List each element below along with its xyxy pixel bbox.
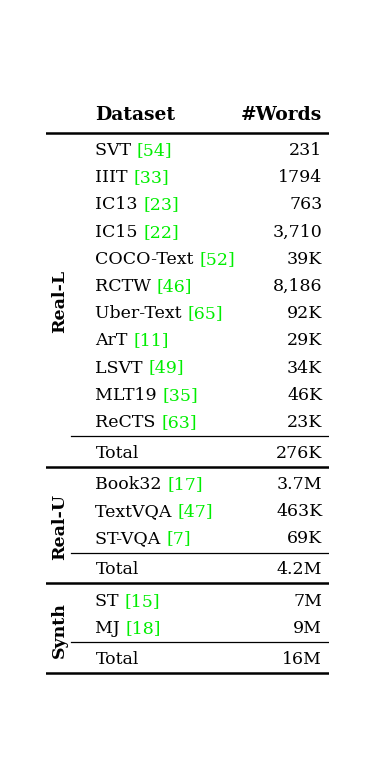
Text: 231: 231 <box>289 142 322 159</box>
Text: 1794: 1794 <box>278 170 322 186</box>
Text: 9M: 9M <box>293 620 322 637</box>
Text: 23K: 23K <box>287 414 322 431</box>
Text: TextVQA: TextVQA <box>96 503 177 520</box>
Text: 3.7M: 3.7M <box>277 476 322 493</box>
Text: [15]: [15] <box>124 593 160 610</box>
Text: 8,186: 8,186 <box>273 278 322 295</box>
Text: [33]: [33] <box>133 170 169 186</box>
Text: [22]: [22] <box>143 224 179 241</box>
Text: 4.2M: 4.2M <box>277 561 322 578</box>
Text: [18]: [18] <box>126 620 161 637</box>
Text: ReCTS: ReCTS <box>96 414 161 431</box>
Text: 276K: 276K <box>276 445 322 461</box>
Text: 29K: 29K <box>287 332 322 349</box>
Text: LSVT: LSVT <box>96 360 148 377</box>
Text: Total: Total <box>96 445 139 461</box>
Text: RCTW: RCTW <box>96 278 157 295</box>
Text: 39K: 39K <box>287 251 322 268</box>
Text: MJ: MJ <box>96 620 126 637</box>
Text: 69K: 69K <box>287 530 322 548</box>
Text: [11]: [11] <box>133 332 169 349</box>
Text: [54]: [54] <box>137 142 172 159</box>
Text: 463K: 463K <box>276 503 322 520</box>
Text: [63]: [63] <box>161 414 197 431</box>
Text: MLT19: MLT19 <box>96 387 163 403</box>
Text: SVT: SVT <box>96 142 137 159</box>
Text: IC15: IC15 <box>96 224 143 241</box>
Text: [7]: [7] <box>166 530 191 548</box>
Text: Real-L: Real-L <box>51 270 68 333</box>
Text: [23]: [23] <box>143 196 179 213</box>
Text: [49]: [49] <box>148 360 184 377</box>
Text: ST: ST <box>96 593 124 610</box>
Text: 3,710: 3,710 <box>273 224 322 241</box>
Text: Dataset: Dataset <box>96 106 176 124</box>
Text: ST-VQA: ST-VQA <box>96 530 166 548</box>
Text: COCO-Text: COCO-Text <box>96 251 199 268</box>
Text: #Words: #Words <box>241 106 322 124</box>
Text: IIIT: IIIT <box>96 170 133 186</box>
Text: 7M: 7M <box>293 593 322 610</box>
Text: [17]: [17] <box>167 476 203 493</box>
Text: 16M: 16M <box>283 651 322 668</box>
Text: IC13: IC13 <box>96 196 143 213</box>
Text: ArT: ArT <box>96 332 133 349</box>
Text: 34K: 34K <box>287 360 322 377</box>
Text: 46K: 46K <box>287 387 322 403</box>
Text: 92K: 92K <box>287 305 322 322</box>
Text: [52]: [52] <box>199 251 235 268</box>
Text: Total: Total <box>96 561 139 578</box>
Text: [46]: [46] <box>157 278 193 295</box>
Text: Book32: Book32 <box>96 476 167 493</box>
Text: [65]: [65] <box>187 305 223 322</box>
Text: Synth: Synth <box>51 602 68 658</box>
Text: Total: Total <box>96 651 139 668</box>
Text: [47]: [47] <box>177 503 213 520</box>
Text: Uber-Text: Uber-Text <box>96 305 187 322</box>
Text: 763: 763 <box>289 196 322 213</box>
Text: [35]: [35] <box>163 387 198 403</box>
Text: Real-U: Real-U <box>51 494 68 560</box>
